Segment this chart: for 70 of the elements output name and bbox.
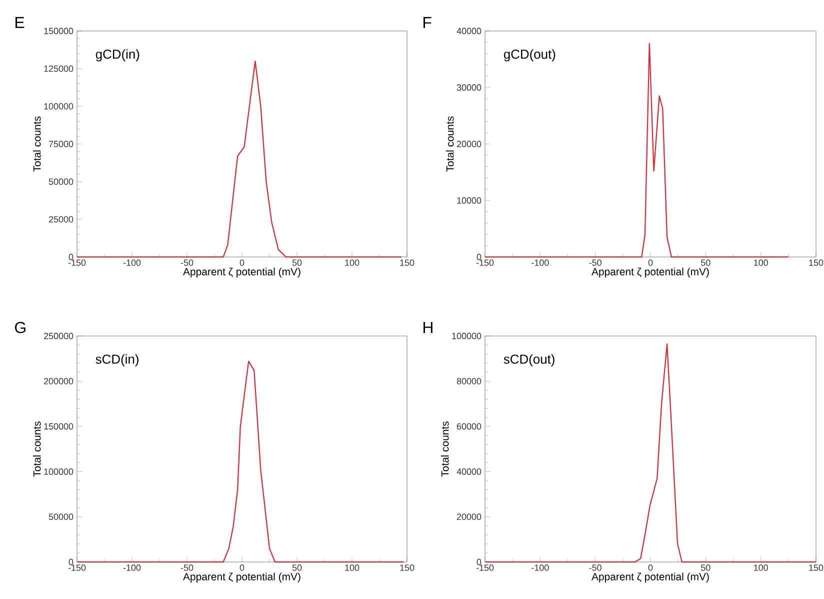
text: G: [15, 322, 26, 334]
x-tick-label: -100: [532, 260, 549, 266]
y-tick-label: 50000: [48, 514, 74, 520]
x-tick-label: -150: [68, 564, 86, 571]
line-series: [76, 60, 402, 258]
y-tick-label: 100000: [44, 468, 74, 475]
text: gCD(in): [96, 49, 140, 62]
y-axis-title: Total counts: [33, 421, 41, 477]
y-tick-label: 100000: [452, 332, 482, 340]
x-tick-label: -50: [180, 260, 194, 266]
x-tick-label: -150: [68, 260, 86, 266]
y-tick-label: 25000: [49, 216, 74, 222]
y-tick-label: 0: [68, 558, 74, 566]
x-axis-title: Apparent ζ potential (mV): [183, 572, 300, 582]
x-tick-label: 50: [701, 260, 710, 266]
x-tick-label: 100: [345, 260, 360, 266]
text: H: [424, 322, 432, 333]
x-axis-title: Apparent ζ potential (mV): [592, 268, 709, 278]
text: sCD(in): [96, 354, 138, 366]
y-tick-label: 40000: [456, 28, 482, 34]
text: gCD(out): [504, 49, 556, 62]
x-tick-label: -100: [532, 564, 549, 571]
line-series: [484, 42, 789, 258]
y-tick-label: 0: [476, 558, 482, 566]
y-axis-title: Total counts: [33, 116, 41, 172]
y-tick-label: 30000: [456, 84, 482, 91]
y-axis-title: Total counts: [441, 421, 449, 477]
x-tick-label: 100: [754, 564, 768, 571]
x-tick-label: 150: [400, 260, 414, 266]
y-tick-label: 75000: [49, 140, 74, 148]
x-tick-label: -150: [476, 260, 494, 266]
y-tick-label: 250000: [44, 332, 74, 340]
y-tick-label: 10000: [457, 197, 482, 204]
x-tick-label: 50: [701, 564, 710, 571]
x-tick-label: 100: [754, 260, 768, 266]
x-tick-label: 0: [240, 564, 244, 571]
x-tick-label: -50: [589, 564, 602, 571]
y-tick-label: 20000: [457, 514, 482, 520]
y-tick-label: 0: [476, 254, 482, 260]
x-tick-label: 0: [648, 260, 653, 266]
text: E: [16, 17, 24, 28]
x-tick-label: -100: [123, 564, 141, 571]
y-tick-label: 80000: [456, 378, 482, 384]
y-tick-label: 40000: [456, 468, 482, 475]
x-tick-label: -100: [123, 260, 141, 266]
x-tick-label: 50: [292, 564, 302, 571]
x-tick-label: -50: [589, 260, 602, 266]
y-tick-label: 20000: [457, 140, 482, 148]
y-tick-label: 125000: [44, 65, 74, 72]
y-axis-title: Total counts: [446, 116, 454, 172]
y-tick-label: 200000: [44, 378, 74, 384]
x-axis-title: Apparent ζ potential (mV): [592, 572, 709, 582]
x-tick-label: 100: [345, 564, 360, 571]
y-tick-label: 150000: [44, 28, 74, 34]
y-tick-label: 50000: [48, 178, 74, 185]
x-tick-label: 150: [809, 260, 824, 266]
x-axis-title: Apparent ζ potential (mV): [183, 268, 300, 278]
x-tick-label: 0: [240, 260, 244, 266]
x-tick-label: -50: [180, 564, 194, 571]
y-tick-label: 100000: [44, 103, 74, 110]
y-tick-label: 150000: [44, 423, 74, 430]
x-tick-label: 50: [292, 260, 302, 266]
x-tick-label: 150: [809, 564, 824, 571]
x-tick-label: 150: [400, 564, 414, 571]
text: sCD(out): [504, 354, 554, 366]
text: F: [424, 17, 432, 28]
x-tick-label: 0: [648, 564, 653, 571]
x-tick-label: -150: [476, 564, 494, 571]
y-tick-label: 0: [68, 254, 74, 260]
y-tick-label: 60000: [457, 423, 482, 430]
